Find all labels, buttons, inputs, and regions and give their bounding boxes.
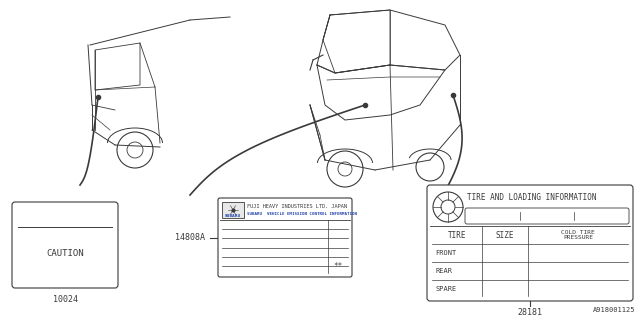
Text: A918001125: A918001125 <box>593 307 635 313</box>
Text: SUBARU  VEHICLE EMISSION CONTROL INFORMATION: SUBARU VEHICLE EMISSION CONTROL INFORMAT… <box>247 212 357 216</box>
Text: TIRE AND LOADING INFORMATION: TIRE AND LOADING INFORMATION <box>467 194 596 203</box>
FancyBboxPatch shape <box>218 198 352 277</box>
Text: 10024: 10024 <box>52 295 77 304</box>
Text: TIRE: TIRE <box>448 230 467 239</box>
FancyBboxPatch shape <box>465 208 629 224</box>
Text: SUBARU: SUBARU <box>225 214 241 218</box>
Text: SIZE: SIZE <box>496 230 515 239</box>
Text: REAR: REAR <box>435 268 452 274</box>
Bar <box>222 202 244 218</box>
Text: SPARE: SPARE <box>435 286 456 292</box>
Text: **: ** <box>333 261 342 270</box>
Text: 14808A: 14808A <box>175 233 205 242</box>
FancyBboxPatch shape <box>427 185 633 301</box>
Text: CAUTION: CAUTION <box>46 249 84 258</box>
Text: 28181: 28181 <box>518 308 543 317</box>
FancyBboxPatch shape <box>12 202 118 288</box>
Text: FUJI HEAVY INDUSTRIES LTD. JAPAN: FUJI HEAVY INDUSTRIES LTD. JAPAN <box>247 204 347 209</box>
Text: COLD TIRE
PRESSURE: COLD TIRE PRESSURE <box>561 230 595 240</box>
Text: FRONT: FRONT <box>435 250 456 256</box>
